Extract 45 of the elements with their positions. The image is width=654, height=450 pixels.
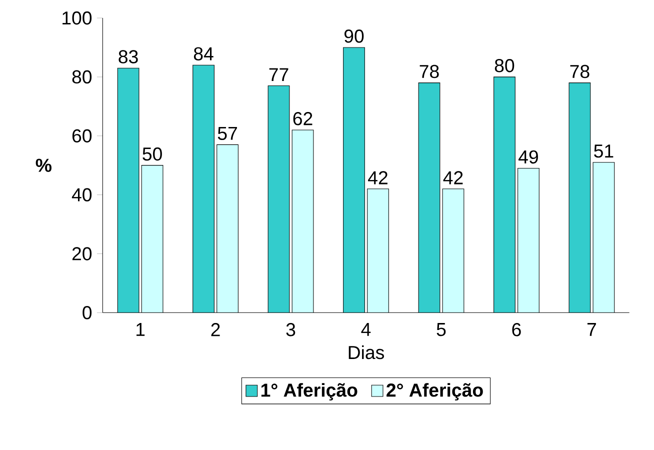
y-tick-label: 40 [72,188,92,202]
y-tick-label: 20 [72,247,92,260]
data-label: 90 [344,30,364,43]
data-label: 51 [594,144,614,158]
bar [568,82,591,313]
data-label: 78 [570,64,590,78]
bar [268,86,290,313]
x-tick-label: 5 [436,323,446,336]
x-tick-label: 4 [361,323,371,336]
bar [592,162,615,313]
x-tick-label: 2 [211,323,220,336]
data-label: 42 [368,171,388,184]
legend-label: 2° Aferição [386,383,483,400]
data-label: 57 [218,126,237,140]
data-label: 77 [269,68,288,82]
data-label: 80 [494,58,514,72]
x-tick-label: 7 [587,323,596,336]
bar [418,82,440,313]
data-label: 49 [518,150,538,164]
data-label: 42 [443,171,463,184]
bar [343,47,365,313]
bar [367,188,389,313]
y-axis-title: % [36,158,52,172]
bar [442,188,464,313]
data-label: 84 [194,47,214,60]
bar [216,144,238,313]
bar [292,130,314,313]
data-label: 62 [293,112,312,126]
bar [142,165,163,313]
data-label: 83 [118,50,138,64]
y-tick-label: 100 [62,11,92,25]
x-tick-label: 1 [136,323,145,336]
y-tick-label: 80 [72,70,92,84]
legend-label: 1° Aferição [261,383,358,400]
bar [494,76,516,313]
y-tick-label: 0 [82,306,92,320]
x-tick-label: 6 [512,323,521,336]
data-label: 78 [420,64,439,78]
data-label: 50 [142,147,162,161]
y-tick-label: 60 [72,129,92,142]
x-axis-title: Dias [348,345,384,360]
bar [117,68,140,313]
bar [192,64,214,313]
x-tick-label: 3 [286,323,296,336]
bar [518,168,540,313]
